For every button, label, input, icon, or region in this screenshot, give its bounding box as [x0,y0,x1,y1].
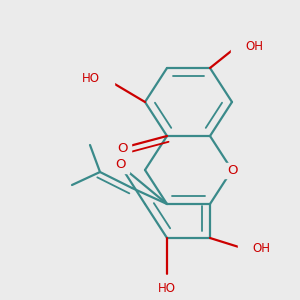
Text: HO: HO [82,71,100,85]
Bar [113,140,131,155]
Bar [86,70,114,86]
Bar [153,274,181,290]
Text: HO: HO [158,282,176,295]
Bar [231,38,259,53]
Bar [238,241,266,256]
Text: OH: OH [245,40,263,52]
Text: OH: OH [252,242,270,254]
Bar [111,158,129,172]
Text: O: O [117,142,127,154]
Text: O: O [227,164,237,176]
Bar [223,163,241,178]
Text: O: O [115,158,125,172]
